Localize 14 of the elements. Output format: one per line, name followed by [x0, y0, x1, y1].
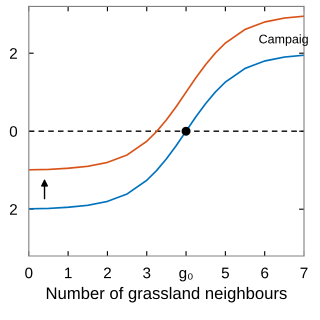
x-tick-label: 6 — [261, 268, 268, 278]
y-tick-label: 2 — [10, 48, 17, 59]
x-tick-label: 5 — [222, 268, 229, 278]
x-axis-title: Number of grassland neighbours — [46, 286, 287, 302]
x-tick-label: g₀ — [179, 270, 193, 282]
y-tick-label: 2 — [10, 204, 17, 215]
x-tick-label: 2 — [104, 268, 111, 278]
x-tick-label: 3 — [143, 268, 150, 278]
x-tick-label: 0 — [25, 268, 32, 278]
annotation: Campaig — [259, 34, 308, 46]
y-tick-label: 0 — [10, 126, 18, 137]
x-tick-label: 7 — [300, 268, 308, 278]
line-series — [28, 54, 304, 210]
x-tick-label: 1 — [65, 268, 72, 278]
